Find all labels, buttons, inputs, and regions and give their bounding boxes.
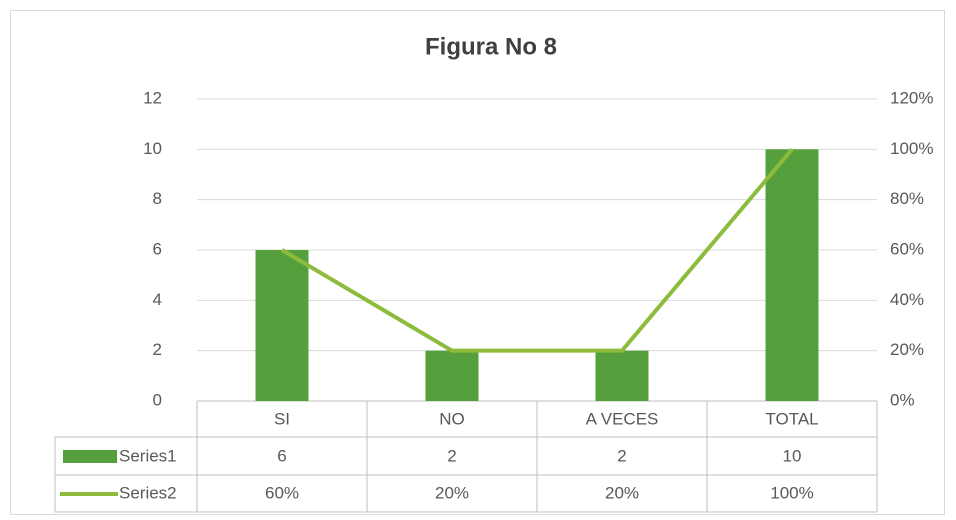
legend-label: Series2 (119, 483, 177, 502)
table-value: 100% (770, 483, 813, 502)
table-value: 2 (447, 446, 456, 465)
bar (595, 350, 649, 401)
bar (765, 149, 819, 401)
y2-tick-label: 100% (890, 139, 933, 158)
bar (255, 250, 309, 401)
bar (425, 350, 479, 401)
table-value: 20% (435, 483, 469, 502)
y-tick-label: 4 (153, 290, 162, 309)
y-tick-label: 2 (153, 340, 162, 359)
x-tick-label: A VECES (586, 409, 659, 428)
y-tick-label: 10 (143, 139, 162, 158)
line (280, 148, 794, 353)
x-tick-label: NO (439, 409, 465, 428)
y-tick-label: 12 (143, 88, 162, 107)
table-value: 20% (605, 483, 639, 502)
x-tick-label: TOTAL (765, 409, 818, 428)
table-value: 2 (617, 446, 626, 465)
y2-tick-label: 60% (890, 239, 924, 258)
y-tick-label: 6 (153, 239, 162, 258)
x-tick-label: SI (274, 409, 290, 428)
legend-label: Series1 (119, 446, 177, 465)
legend-key (63, 450, 117, 463)
y2-tick-label: 120% (890, 88, 933, 107)
y2-tick-label: 80% (890, 189, 924, 208)
table-value: 60% (265, 483, 299, 502)
table-value: 10 (783, 446, 802, 465)
y2-tick-label: 0% (890, 390, 915, 409)
y-tick-label: 8 (153, 189, 162, 208)
y-tick-label: 0 (153, 390, 162, 409)
chart-title: Figura No 8 (425, 33, 557, 60)
y2-tick-label: 20% (890, 340, 924, 359)
table-value: 6 (277, 446, 286, 465)
y2-tick-label: 40% (890, 290, 924, 309)
